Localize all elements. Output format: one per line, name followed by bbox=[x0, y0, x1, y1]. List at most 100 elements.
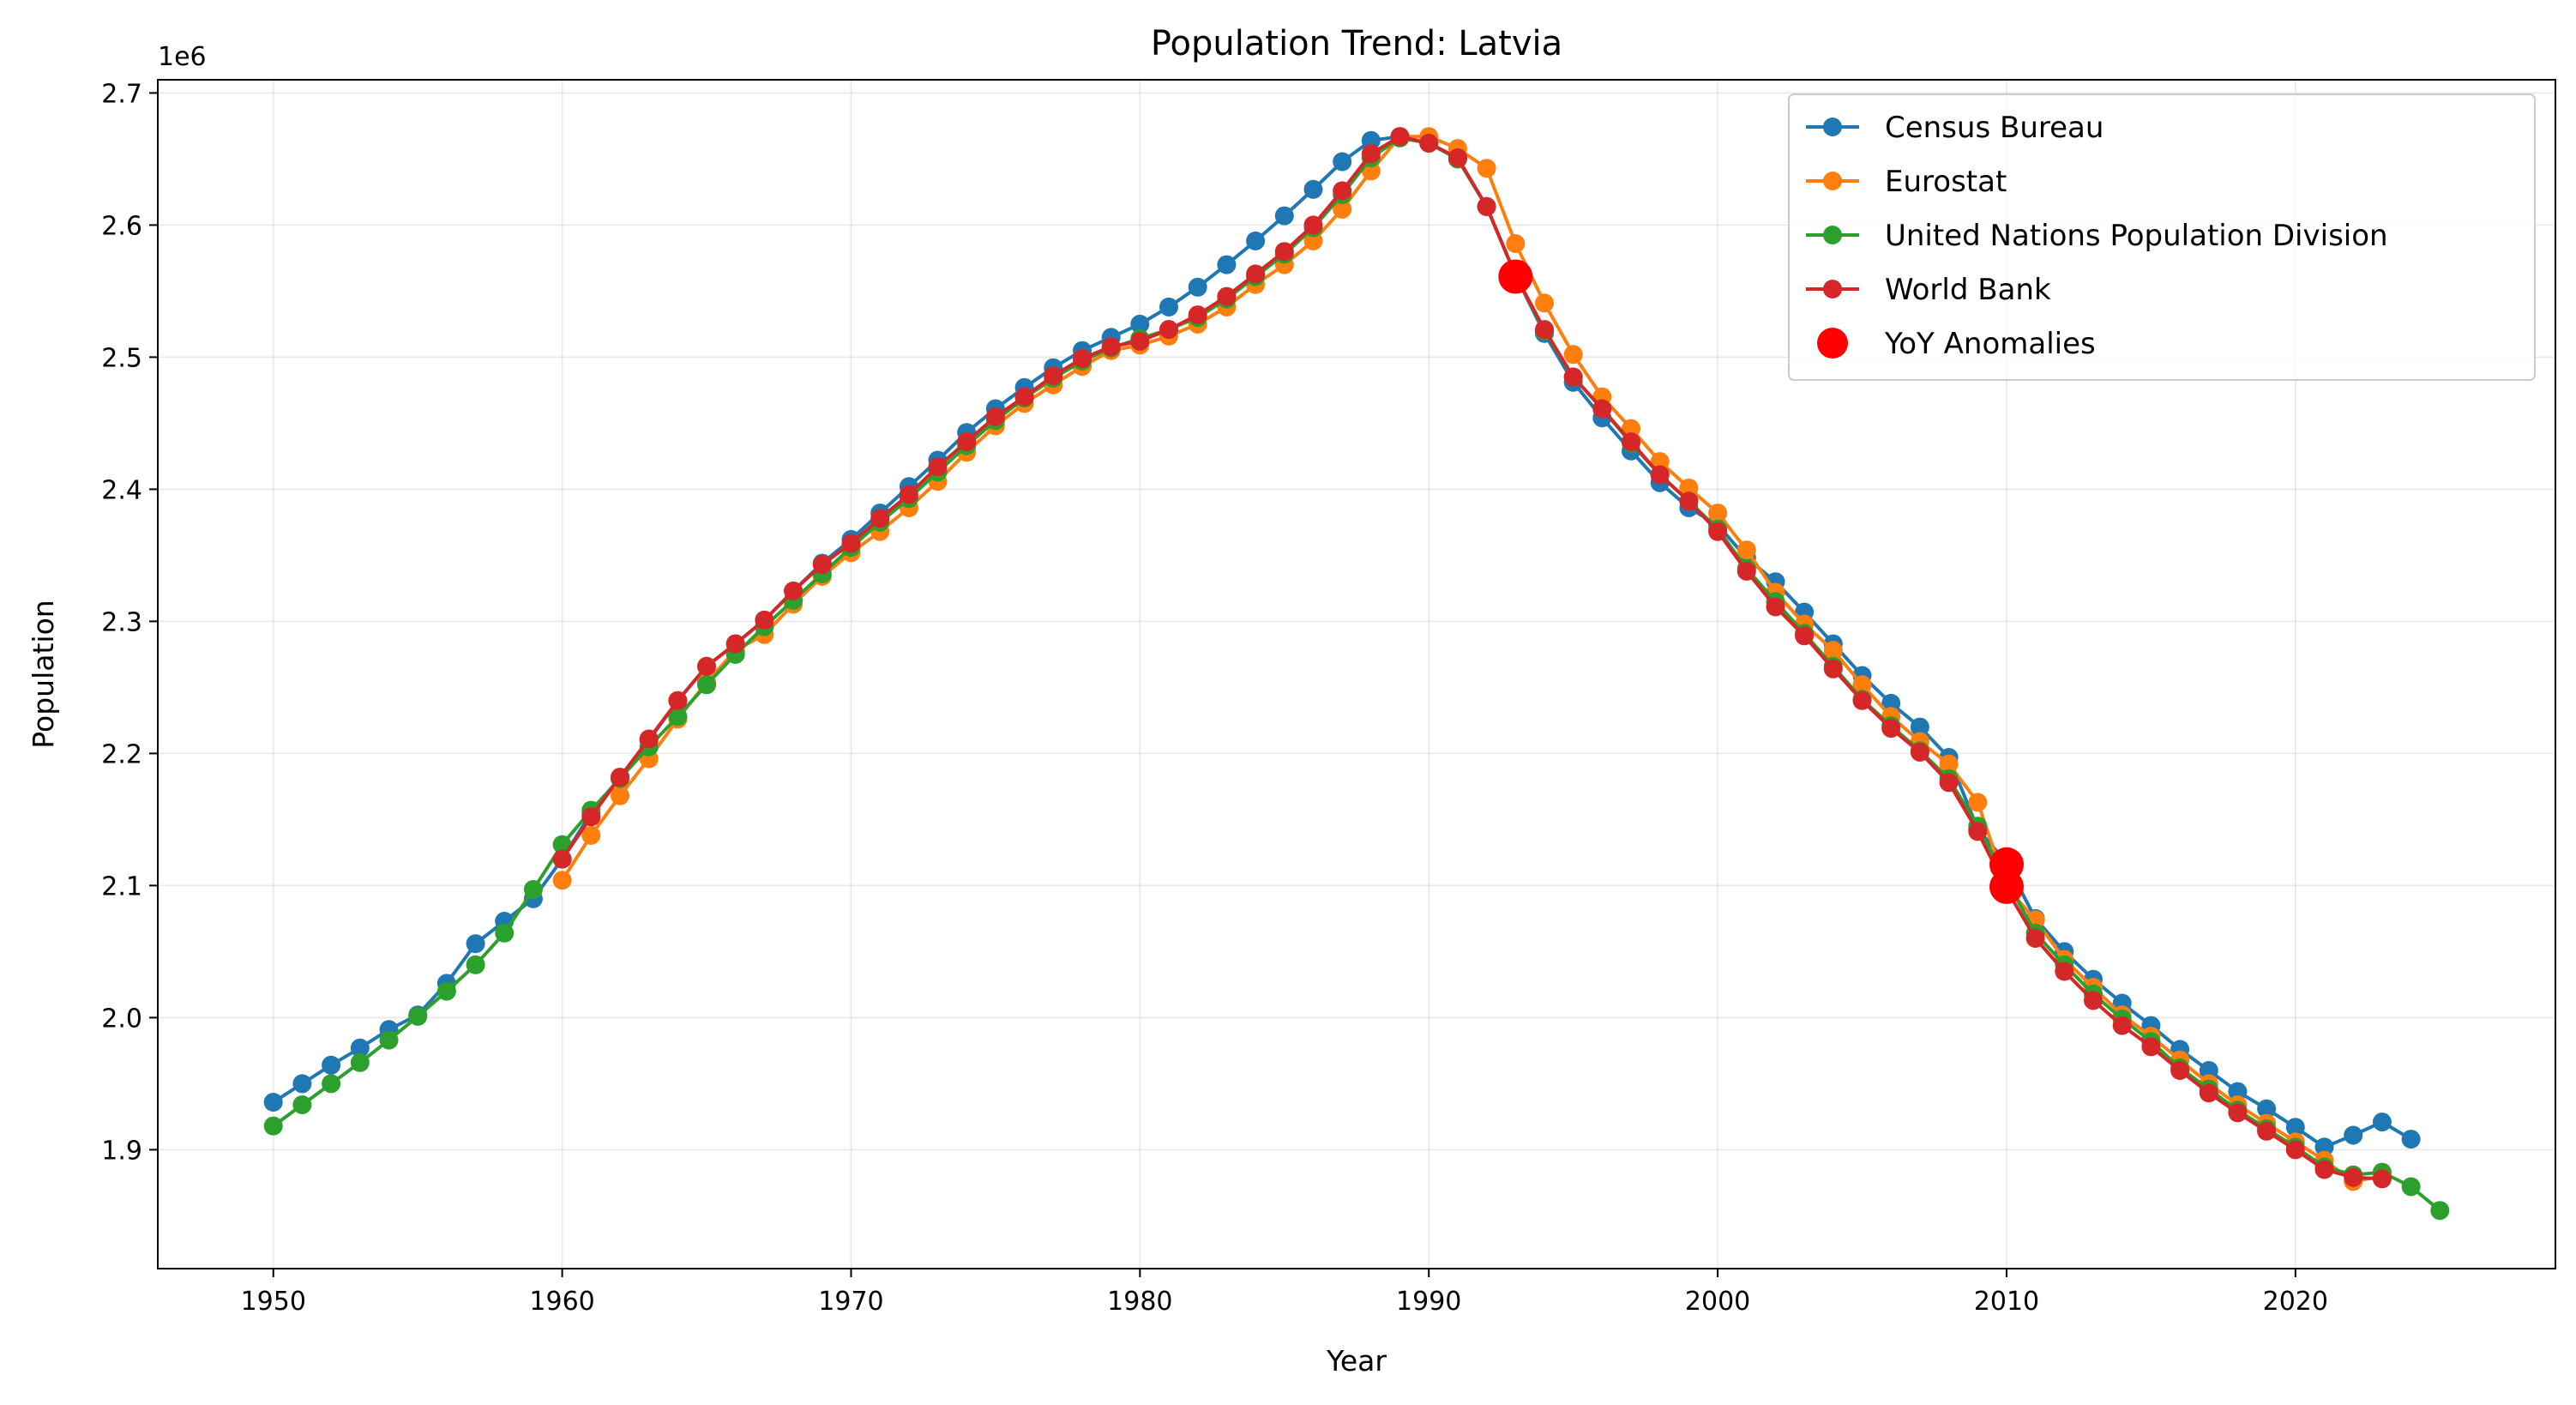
data-point-census-bureau bbox=[2199, 1061, 2218, 1080]
data-point-world-bank bbox=[2228, 1103, 2248, 1123]
data-point-united-nations-population-division bbox=[292, 1095, 312, 1114]
data-point-census-bureau bbox=[1333, 152, 1352, 172]
data-point-world-bank bbox=[1823, 659, 1843, 678]
data-point-eurostat bbox=[1939, 754, 1959, 774]
plot-frame bbox=[157, 79, 2556, 1269]
data-point-world-bank bbox=[899, 485, 918, 504]
y-tick-label: 2.6 bbox=[101, 211, 142, 241]
data-point-world-bank bbox=[784, 582, 803, 600]
data-point-census-bureau bbox=[2257, 1099, 2277, 1119]
data-point-world-bank bbox=[1622, 432, 1640, 451]
data-point-world-bank bbox=[1563, 367, 1583, 387]
data-point-united-nations-population-division bbox=[350, 1052, 370, 1072]
anomaly-markers bbox=[1498, 259, 2024, 904]
y-tick-label: 2.4 bbox=[101, 475, 142, 505]
legend-box bbox=[1788, 93, 2536, 381]
data-point-eurostat bbox=[1679, 478, 1699, 497]
data-point-world-bank bbox=[1708, 522, 1728, 541]
data-point-world-bank bbox=[1477, 196, 1496, 216]
data-point-world-bank bbox=[1881, 719, 1901, 739]
x-tick-label: 2000 bbox=[1685, 1287, 1750, 1317]
data-point-eurostat bbox=[1333, 199, 1352, 219]
data-point-eurostat bbox=[1968, 793, 1988, 812]
data-point-world-bank bbox=[552, 849, 572, 869]
data-point-world-bank bbox=[1939, 773, 1959, 793]
data-point-eurostat bbox=[1622, 419, 1640, 438]
x-tick-label: 1980 bbox=[1107, 1287, 1172, 1317]
series-line-united-nations-population-division bbox=[272, 136, 2441, 1212]
data-point-world-bank bbox=[2314, 1160, 2334, 1179]
data-point-world-bank bbox=[1419, 133, 1439, 153]
data-point-world-bank bbox=[1303, 215, 1323, 235]
data-point-world-bank bbox=[928, 457, 948, 477]
legend-entry-label: United Nations Population Division bbox=[1885, 219, 2388, 253]
data-point-world-bank bbox=[697, 656, 716, 676]
data-point-world-bank bbox=[1679, 491, 1699, 511]
data-point-census-bureau bbox=[350, 1038, 370, 1058]
x-tick-label: 1990 bbox=[1396, 1287, 1461, 1317]
y-tick-label: 2.5 bbox=[101, 343, 142, 373]
data-point-world-bank bbox=[1073, 348, 1092, 368]
y-tick-label: 2.1 bbox=[101, 871, 142, 901]
data-point-world-bank bbox=[668, 690, 688, 710]
data-point-world-bank bbox=[841, 534, 861, 553]
data-point-world-bank bbox=[2257, 1121, 2277, 1141]
x-axis-ticks: 1950 1960 1970 1980 1990 2000 2010 2020 bbox=[241, 1269, 2328, 1317]
data-point-census-bureau bbox=[1246, 231, 1266, 250]
data-point-eurostat bbox=[552, 871, 572, 890]
data-point-census-bureau bbox=[2401, 1130, 2421, 1149]
data-point-united-nations-population-division bbox=[263, 1116, 283, 1136]
data-point-world-bank bbox=[812, 555, 832, 575]
data-point-census-bureau bbox=[2344, 1125, 2363, 1145]
data-point-world-bank bbox=[581, 807, 601, 827]
data-point-census-bureau bbox=[2285, 1118, 2305, 1137]
legend-marker-swatch bbox=[1823, 280, 1842, 298]
y-tick-label: 1.9 bbox=[101, 1136, 142, 1166]
data-point-eurostat bbox=[1736, 540, 1756, 560]
data-point-world-bank bbox=[1333, 181, 1352, 201]
data-point-world-bank bbox=[2112, 1016, 2132, 1035]
data-point-world-bank bbox=[2285, 1140, 2305, 1160]
data-point-world-bank bbox=[1535, 320, 1554, 340]
data-point-census-bureau bbox=[1361, 130, 1381, 150]
data-point-world-bank bbox=[1130, 331, 1150, 351]
legend-anomaly-swatch bbox=[1817, 328, 1848, 359]
data-point-world-bank bbox=[1968, 822, 1988, 841]
data-point-world-bank bbox=[1736, 561, 1756, 581]
data-point-world-bank bbox=[611, 768, 629, 787]
data-point-world-bank bbox=[1361, 144, 1381, 164]
data-point-world-bank bbox=[1188, 305, 1207, 325]
data-point-world-bank bbox=[957, 432, 977, 451]
data-point-world-bank bbox=[2372, 1169, 2392, 1189]
data-point-world-bank bbox=[1447, 148, 1467, 167]
legend-entry-label: Eurostat bbox=[1885, 165, 2007, 199]
data-point-world-bank bbox=[2141, 1037, 2161, 1057]
data-point-eurostat bbox=[1477, 159, 1496, 178]
data-point-eurostat bbox=[1852, 675, 1872, 695]
y-axis-ticks: 1.9 2.0 2.1 2.2 2.3 2.4 2.5 2.6 2.7 bbox=[101, 79, 158, 1166]
data-point-census-bureau bbox=[1217, 255, 1237, 274]
data-point-world-bank bbox=[1390, 127, 1410, 147]
data-point-united-nations-population-division bbox=[408, 1006, 428, 1026]
data-point-census-bureau bbox=[1130, 314, 1150, 334]
data-point-eurostat bbox=[1303, 231, 1323, 250]
data-point-world-bank bbox=[1852, 690, 1872, 710]
data-point-world-bank bbox=[1650, 465, 1670, 485]
data-point-census-bureau bbox=[2372, 1113, 2392, 1132]
data-point-eurostat bbox=[1535, 293, 1554, 313]
data-point-census-bureau bbox=[1303, 179, 1323, 199]
legend: Census Bureau Eurostat United Nations Popu… bbox=[1788, 93, 2536, 381]
data-point-united-nations-population-division bbox=[436, 981, 456, 1001]
series-group bbox=[263, 127, 2450, 1221]
x-tick-label: 1960 bbox=[529, 1287, 594, 1317]
data-point-world-bank bbox=[870, 509, 890, 528]
x-tick-label: 1970 bbox=[818, 1287, 883, 1317]
data-point-united-nations-population-division bbox=[2430, 1201, 2450, 1221]
chart-title: Population Trend: Latvia bbox=[1151, 24, 1562, 63]
data-point-census-bureau bbox=[1188, 277, 1207, 297]
data-point-census-bureau bbox=[1159, 297, 1178, 317]
series-world-bank bbox=[552, 127, 2392, 1189]
legend-entry-label: YoY Anomalies bbox=[1884, 327, 2096, 361]
anomaly-point bbox=[1498, 259, 1533, 294]
